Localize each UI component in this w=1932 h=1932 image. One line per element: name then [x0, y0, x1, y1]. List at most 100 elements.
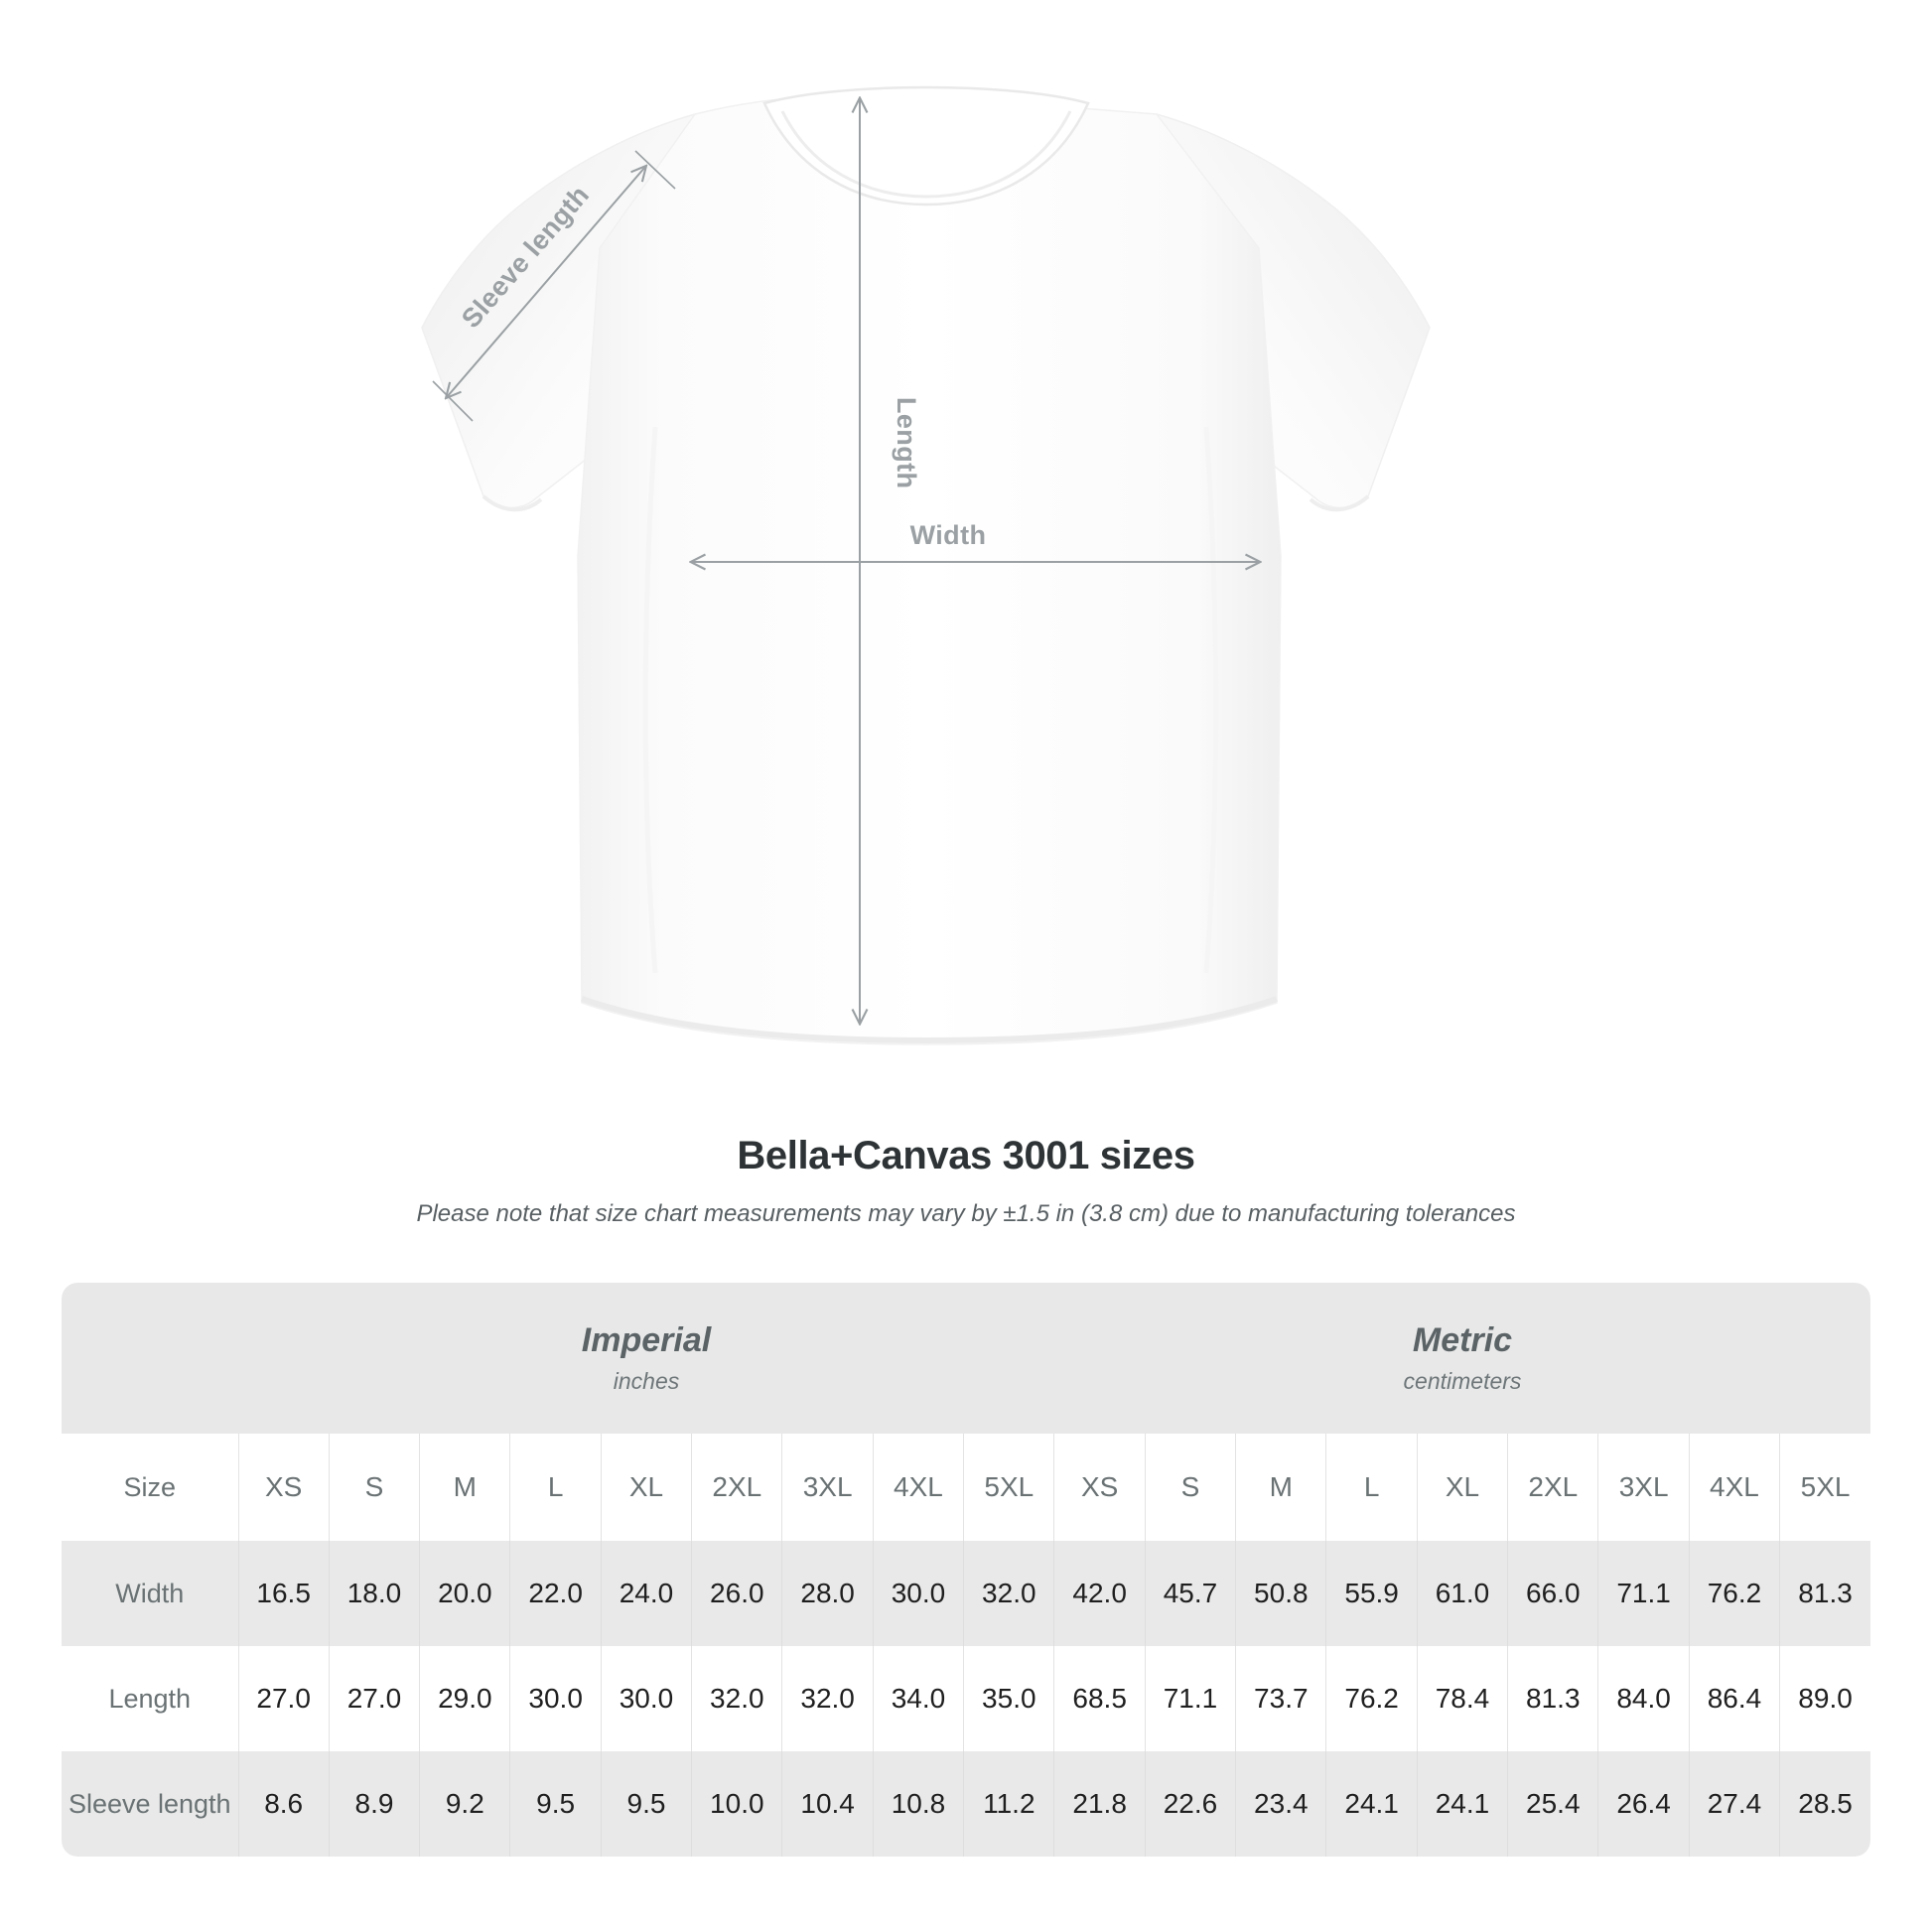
size-header-3xl: 3XL: [1597, 1434, 1690, 1541]
cell-sleeve-length-metric-3xl: 26.4: [1597, 1751, 1690, 1857]
row-header-length: Length: [62, 1646, 239, 1751]
cell-width-metric-xl: 61.0: [1417, 1541, 1509, 1646]
cell-length-imperial-xl: 30.0: [601, 1646, 693, 1751]
cell-width-imperial-xs: 16.5: [238, 1541, 330, 1646]
size-chart-table: Imperial inches Metric centimeters Size XS S M L…: [62, 1283, 1870, 1857]
cell-width-metric-5xl: 81.3: [1779, 1541, 1870, 1646]
table-row: Length 27.0 27.0 29.0 30.0 30.0 32.0 32.0 34.0 35…: [62, 1646, 1870, 1751]
cell-width-metric-l: 55.9: [1325, 1541, 1418, 1646]
tshirt-fold-right: [1203, 426, 1219, 974]
unit-name: Imperial: [581, 1320, 712, 1359]
cell-sleeve-length-imperial-5xl: 11.2: [963, 1751, 1055, 1857]
cell-length-metric-5xl: 89.0: [1779, 1646, 1870, 1751]
unit-subtitle: inches: [613, 1368, 680, 1395]
cell-sleeve-length-imperial-m: 9.2: [419, 1751, 511, 1857]
size-header-l: L: [509, 1434, 602, 1541]
size-header-4xl: 4XL: [1689, 1434, 1781, 1541]
tshirt-body: [577, 94, 1282, 1045]
cell-length-imperial-s: 27.0: [329, 1646, 421, 1751]
size-header-5xl: 5XL: [1779, 1434, 1870, 1541]
tshirt-illustration: Length Width Sleeve length: [421, 85, 1431, 1045]
size-header-l: L: [1325, 1434, 1418, 1541]
size-column-header: Size: [62, 1434, 239, 1541]
cell-sleeve-length-metric-m: 23.4: [1235, 1751, 1327, 1857]
cell-sleeve-length-metric-2xl: 25.4: [1507, 1751, 1599, 1857]
page-title: Bella+Canvas 3001 sizes: [737, 1134, 1195, 1177]
size-header-m: M: [1235, 1434, 1327, 1541]
unit-header-metric: Metric centimeters: [1053, 1283, 1870, 1434]
size-header-3xl: 3XL: [781, 1434, 874, 1541]
cell-sleeve-length-imperial-xs: 8.6: [238, 1751, 330, 1857]
unit-header-imperial: Imperial inches: [238, 1283, 1054, 1434]
table-row: Sleeve length 8.6 8.9 9.2 9.5 9.5 10.0 10.4 10.8…: [62, 1751, 1870, 1857]
cell-sleeve-length-imperial-4xl: 10.8: [873, 1751, 965, 1857]
cell-sleeve-length-metric-5xl: 28.5: [1779, 1751, 1870, 1857]
cell-width-imperial-s: 18.0: [329, 1541, 421, 1646]
cell-width-metric-m: 50.8: [1235, 1541, 1327, 1646]
unit-banner-row: Imperial inches Metric centimeters: [62, 1283, 1870, 1434]
cell-length-metric-s: 71.1: [1145, 1646, 1237, 1751]
size-header-m: M: [419, 1434, 511, 1541]
cell-width-imperial-xl: 24.0: [601, 1541, 693, 1646]
cell-width-metric-3xl: 71.1: [1597, 1541, 1690, 1646]
unit-banner-spacer: [62, 1283, 238, 1434]
cell-width-imperial-2xl: 26.0: [691, 1541, 783, 1646]
size-header-row: Size XS S M L XL 2XL 3XL 4XL 5XL XS S M L XL 2XL 3XL 4XL 5…: [62, 1434, 1870, 1541]
cell-length-metric-2xl: 81.3: [1507, 1646, 1599, 1751]
size-header-4xl: 4XL: [873, 1434, 965, 1541]
cell-length-metric-m: 73.7: [1235, 1646, 1327, 1751]
tshirt-fold-left: [642, 426, 658, 974]
size-header-5xl: 5XL: [963, 1434, 1055, 1541]
cell-sleeve-length-metric-l: 24.1: [1325, 1751, 1418, 1857]
cell-width-imperial-3xl: 28.0: [781, 1541, 874, 1646]
size-header-2xl: 2XL: [1507, 1434, 1599, 1541]
cell-width-metric-4xl: 76.2: [1689, 1541, 1781, 1646]
size-header-s: S: [1145, 1434, 1237, 1541]
cell-sleeve-length-imperial-2xl: 10.0: [691, 1751, 783, 1857]
table-row: Width 16.5 18.0 20.0 22.0 24.0 26.0 28.0 30.0 32.…: [62, 1541, 1870, 1646]
size-header-xs: XS: [1053, 1434, 1146, 1541]
cell-sleeve-length-imperial-xl: 9.5: [601, 1751, 693, 1857]
size-header-s: S: [329, 1434, 421, 1541]
sleeve-dimension-line: [447, 167, 645, 397]
cell-sleeve-length-metric-s: 22.6: [1145, 1751, 1237, 1857]
cell-sleeve-length-metric-xl: 24.1: [1417, 1751, 1509, 1857]
tolerance-note: Please note that size chart measurements…: [416, 1200, 1516, 1227]
width-label: Width: [910, 520, 987, 550]
cell-length-metric-l: 76.2: [1325, 1646, 1418, 1751]
size-header-xs: XS: [238, 1434, 330, 1541]
cell-length-imperial-4xl: 34.0: [873, 1646, 965, 1751]
cell-length-metric-3xl: 84.0: [1597, 1646, 1690, 1751]
cell-width-imperial-l: 22.0: [509, 1541, 602, 1646]
cell-sleeve-length-imperial-l: 9.5: [509, 1751, 602, 1857]
cell-width-metric-xs: 42.0: [1053, 1541, 1146, 1646]
row-header-width: Width: [62, 1541, 239, 1646]
cell-length-imperial-3xl: 32.0: [781, 1646, 874, 1751]
cell-length-imperial-xs: 27.0: [238, 1646, 330, 1751]
length-label: Length: [892, 397, 921, 488]
unit-name: Metric: [1412, 1320, 1513, 1359]
cell-width-metric-s: 45.7: [1145, 1541, 1237, 1646]
cell-length-imperial-l: 30.0: [509, 1646, 602, 1751]
cell-width-imperial-4xl: 30.0: [873, 1541, 965, 1646]
tshirt-collar-inner: [780, 110, 1072, 199]
size-chart-table-wrap: Imperial inches Metric centimeters Size XS S M L…: [62, 1283, 1870, 1857]
size-header-xl: XL: [601, 1434, 693, 1541]
cell-length-metric-4xl: 86.4: [1689, 1646, 1781, 1751]
title-block: Bella+Canvas 3001 sizes Please note that…: [0, 1132, 1932, 1229]
cell-length-imperial-5xl: 35.0: [963, 1646, 1055, 1751]
cell-length-imperial-2xl: 32.0: [691, 1646, 783, 1751]
unit-subtitle: centimeters: [1403, 1368, 1522, 1395]
size-header-xl: XL: [1417, 1434, 1509, 1541]
tshirt-hem: [581, 996, 1278, 1044]
cell-width-metric-2xl: 66.0: [1507, 1541, 1599, 1646]
sleeve-extension-bottom: [432, 380, 474, 422]
cell-sleeve-length-imperial-3xl: 10.4: [781, 1751, 874, 1857]
size-header-2xl: 2XL: [691, 1434, 783, 1541]
cell-sleeve-length-metric-4xl: 27.4: [1689, 1751, 1781, 1857]
cell-length-metric-xl: 78.4: [1417, 1646, 1509, 1751]
cell-length-metric-xs: 68.5: [1053, 1646, 1146, 1751]
cell-sleeve-length-metric-xs: 21.8: [1053, 1751, 1146, 1857]
cell-width-imperial-m: 20.0: [419, 1541, 511, 1646]
tshirt-graphic: [421, 85, 1431, 1045]
